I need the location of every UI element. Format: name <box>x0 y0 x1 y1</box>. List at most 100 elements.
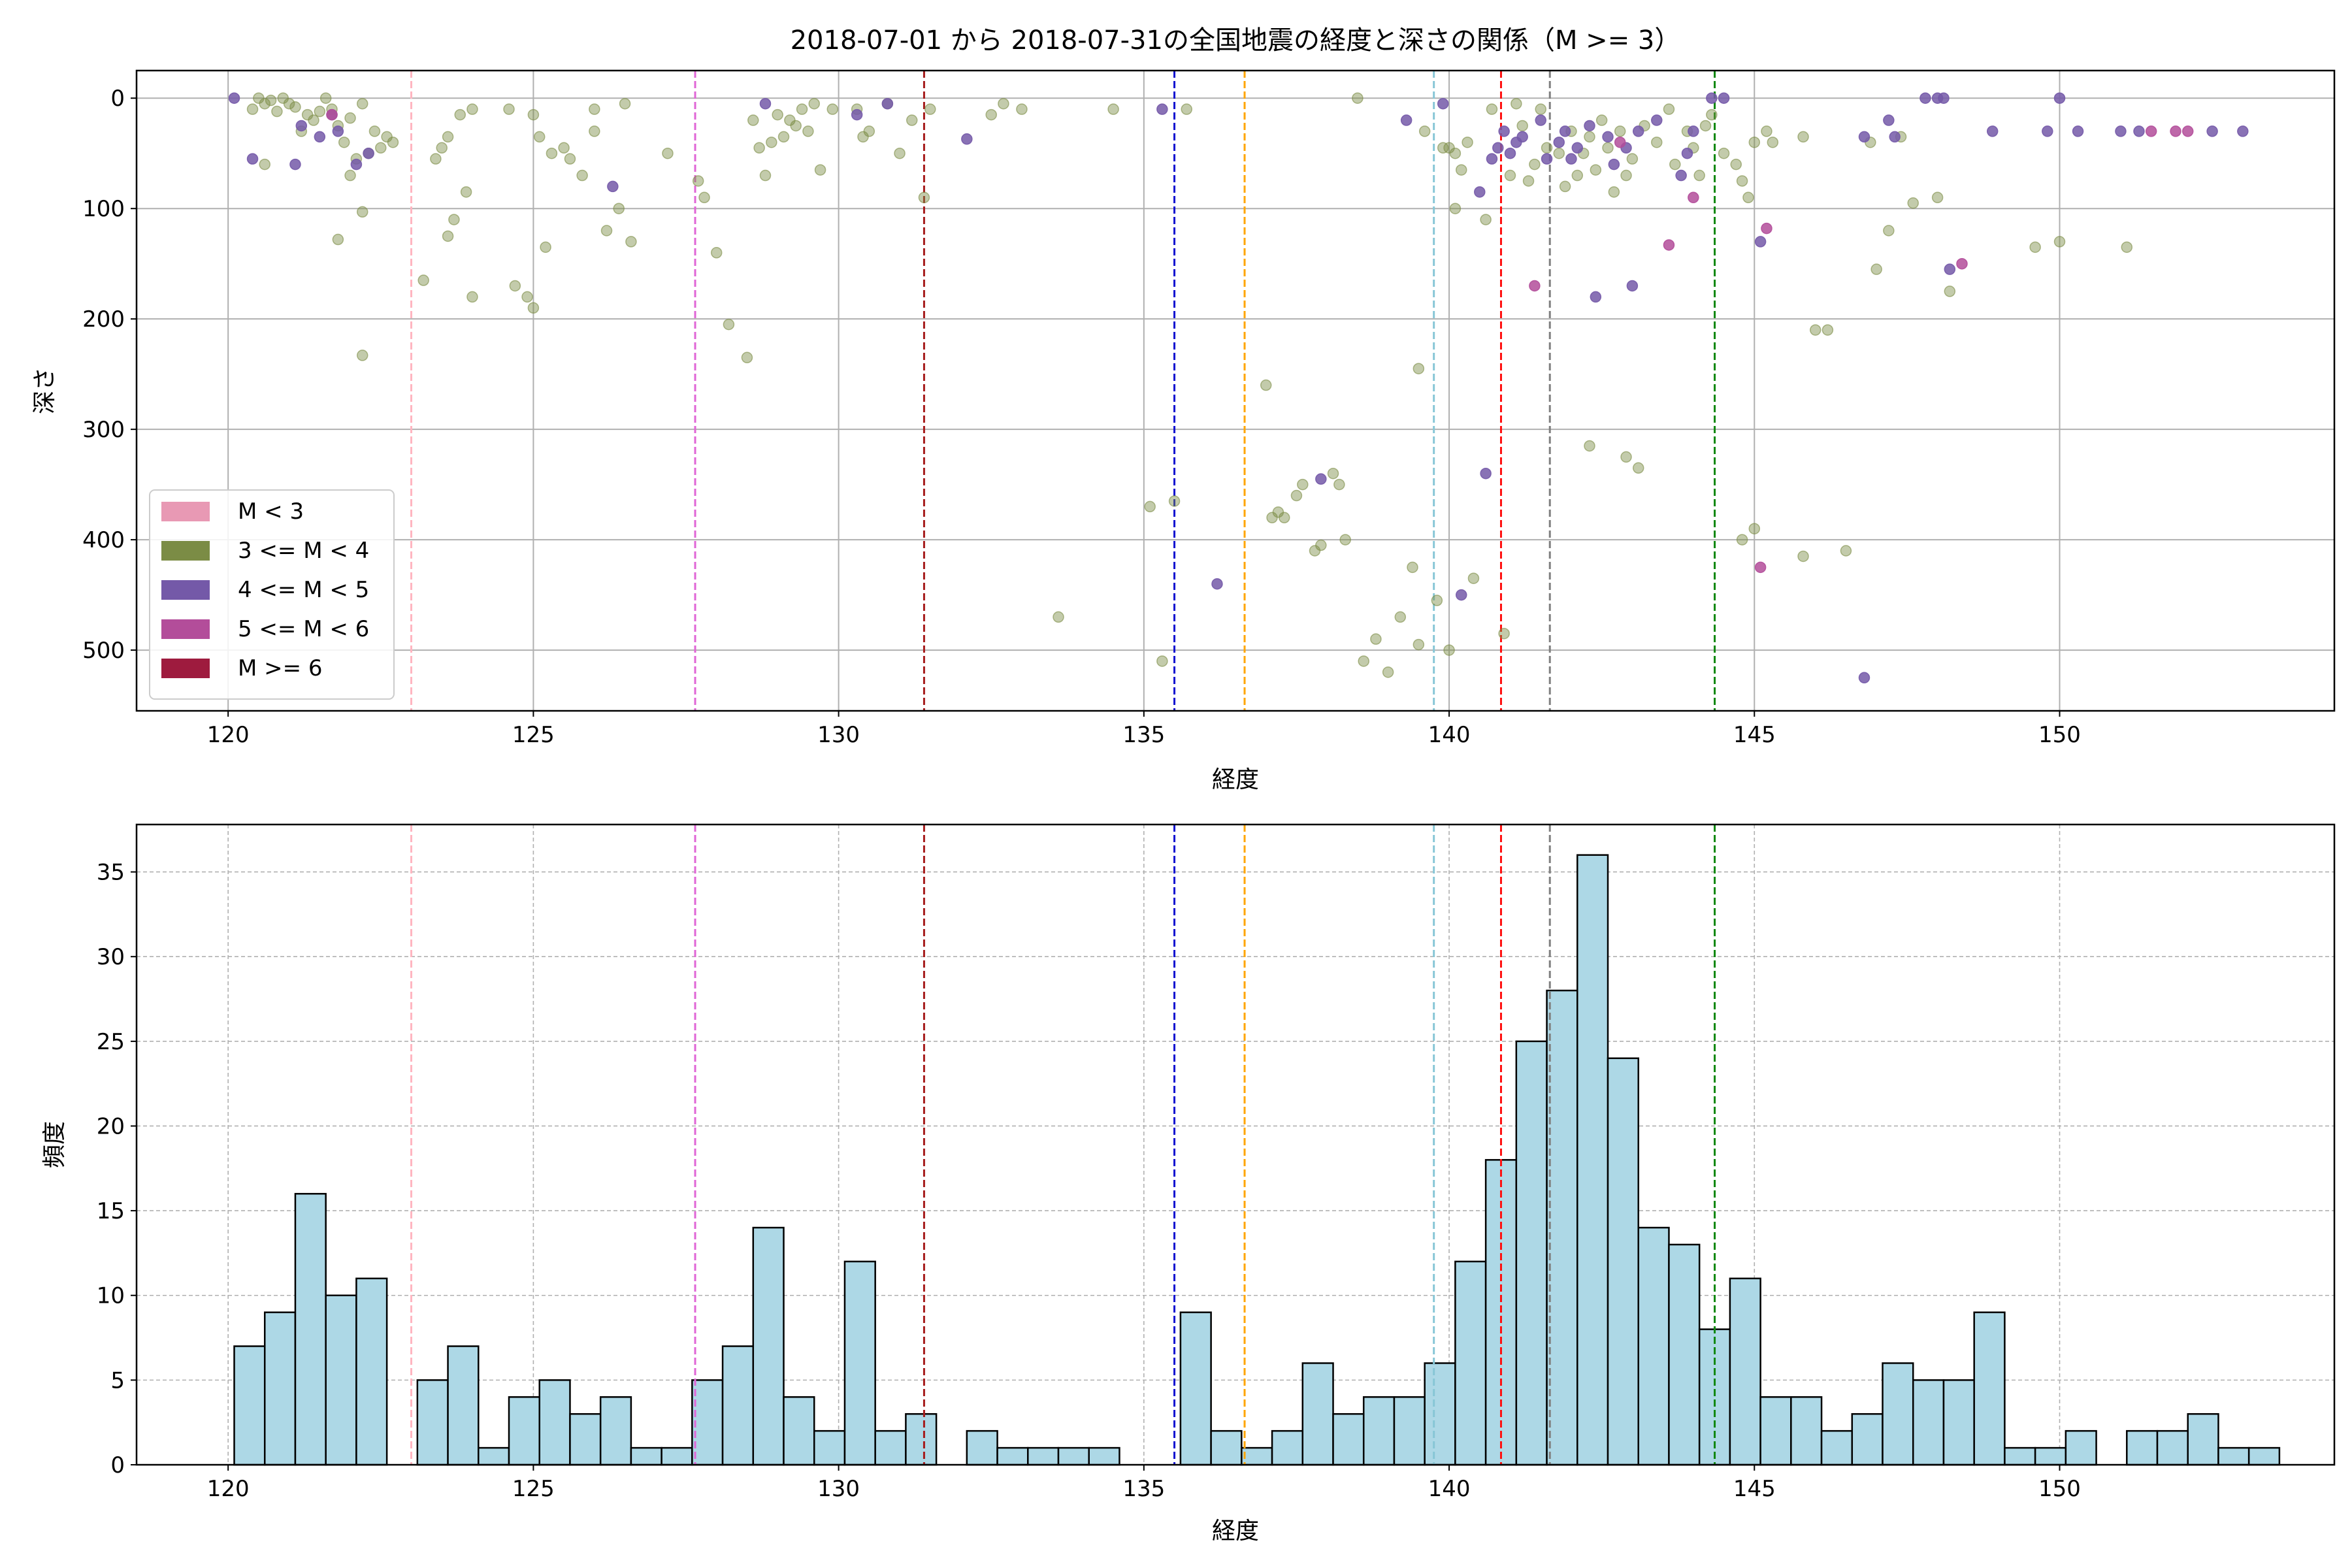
data-point <box>319 92 332 104</box>
data-point <box>1315 473 1327 485</box>
data-point <box>1370 633 1382 645</box>
data-point <box>1590 164 1602 176</box>
data-point <box>1620 451 1632 463</box>
data-point <box>417 274 429 286</box>
data-point <box>1455 589 1467 601</box>
data-point <box>662 147 674 159</box>
histogram-bar <box>1332 1413 1365 1466</box>
data-point <box>1522 175 1535 187</box>
data-point <box>1956 257 1968 270</box>
data-point <box>1938 92 1950 104</box>
histogram-bar <box>2126 1429 2159 1466</box>
histogram-bar <box>1210 1429 1243 1466</box>
histogram-bar <box>1057 1446 1090 1466</box>
data-point <box>1620 169 1632 182</box>
histogram-bar <box>416 1379 449 1466</box>
data-point <box>1559 180 1571 193</box>
histogram-bar <box>325 1294 357 1466</box>
histogram-bar <box>1424 1362 1456 1466</box>
data-point <box>692 175 704 187</box>
histogram-bar <box>538 1379 571 1466</box>
x-tick-label: 120 <box>207 1476 250 1502</box>
data-point <box>826 103 839 115</box>
data-point <box>1480 467 1492 480</box>
data-point <box>1590 291 1602 303</box>
data-point <box>1632 125 1644 137</box>
histogram-bar <box>630 1446 662 1466</box>
histogram-bar <box>599 1396 632 1466</box>
x-tick-label: 125 <box>512 1476 555 1502</box>
data-point <box>906 114 918 126</box>
histogram-bar <box>569 1413 602 1466</box>
histogram-bar <box>1576 854 1609 1466</box>
legend-label: M < 3 <box>238 498 304 525</box>
data-point <box>1748 137 1761 148</box>
data-point <box>466 291 478 303</box>
y-tick-label: 400 <box>82 527 125 553</box>
data-point <box>466 103 478 115</box>
histogram-bar <box>2034 1446 2067 1466</box>
data-point <box>228 92 240 104</box>
data-point <box>1260 379 1272 391</box>
histogram-bar <box>1942 1379 1975 1466</box>
histogram-bar <box>233 1345 266 1466</box>
histogram-bar <box>1729 1277 1761 1466</box>
data-point <box>1535 114 1546 126</box>
data-point <box>753 142 765 154</box>
histogram-bar <box>355 1277 388 1466</box>
histogram-x-ticks: 120 125 130 135 140 145 150 <box>207 1465 2081 1502</box>
data-point <box>1626 153 1639 165</box>
data-point <box>808 97 820 110</box>
data-point <box>1736 175 1748 187</box>
data-point <box>1889 131 1901 143</box>
data-point <box>454 108 466 121</box>
data-point <box>1382 666 1394 678</box>
data-point <box>533 131 546 143</box>
data-point <box>430 153 442 165</box>
histogram-bar <box>1179 1311 1212 1466</box>
data-point <box>1718 147 1730 159</box>
data-point <box>759 169 772 182</box>
data-point <box>1584 131 1595 143</box>
histogram-bar <box>813 1429 846 1466</box>
legend-frame <box>149 489 395 700</box>
y-tick-label: 35 <box>97 860 125 886</box>
data-point <box>271 105 283 118</box>
data-point <box>1486 103 1498 115</box>
histogram-bar <box>1088 1446 1120 1466</box>
y-tick-label: 20 <box>97 1113 125 1139</box>
data-point <box>1571 142 1584 154</box>
data-point <box>1858 131 1870 143</box>
data-point <box>1693 169 1705 182</box>
data-point <box>2115 125 2127 137</box>
data-point <box>2206 125 2218 137</box>
data-point <box>2042 125 2053 137</box>
histogram-reference-lines <box>410 825 1716 1465</box>
histogram-bar <box>294 1192 327 1466</box>
data-point <box>442 131 454 143</box>
data-point <box>259 158 270 171</box>
data-point <box>1279 512 1290 524</box>
data-point <box>540 241 551 253</box>
x-tick-label: 140 <box>1428 722 1471 748</box>
histogram-bar <box>1027 1446 1060 1466</box>
data-point <box>558 142 570 154</box>
data-point <box>1437 142 1449 154</box>
histogram-bar <box>1882 1362 1914 1466</box>
data-point <box>1730 158 1742 171</box>
data-point <box>1675 169 1687 182</box>
scatter-x-ticks: 120 125 130 135 140 145 150 <box>207 711 2081 748</box>
data-point <box>527 302 540 314</box>
data-point <box>1907 197 1919 209</box>
data-point <box>589 125 600 137</box>
data-point <box>503 103 515 115</box>
x-tick-label: 150 <box>2038 722 2081 748</box>
data-point <box>1339 534 1351 546</box>
histogram-bar <box>2247 1446 2281 1466</box>
histogram-bar <box>1973 1311 2006 1466</box>
data-point <box>1156 103 1168 115</box>
histogram-bar <box>1546 989 1578 1466</box>
data-point <box>1699 120 1712 132</box>
data-point <box>1443 644 1455 656</box>
